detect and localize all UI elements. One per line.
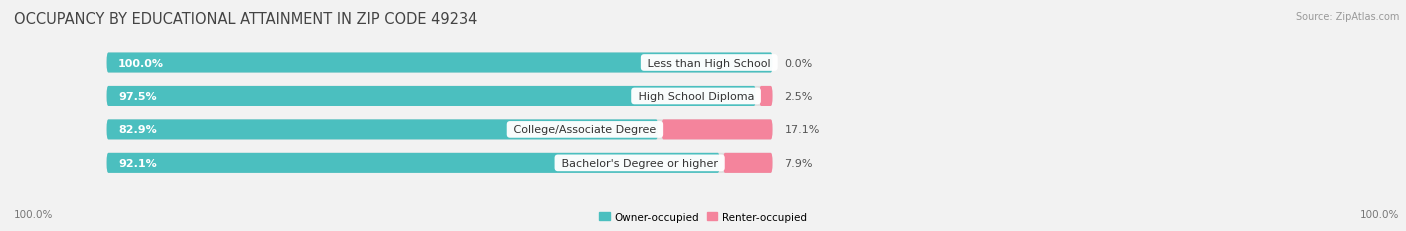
Text: 2.5%: 2.5% [785,91,813,101]
FancyBboxPatch shape [723,153,772,173]
FancyBboxPatch shape [107,53,772,73]
Text: OCCUPANCY BY EDUCATIONAL ATTAINMENT IN ZIP CODE 49234: OCCUPANCY BY EDUCATIONAL ATTAINMENT IN Z… [14,12,478,27]
Text: 100.0%: 100.0% [118,58,165,68]
Text: College/Associate Degree: College/Associate Degree [510,125,659,135]
Text: 0.0%: 0.0% [785,58,813,68]
FancyBboxPatch shape [107,87,772,106]
Text: Less than High School: Less than High School [644,58,775,68]
Text: 17.1%: 17.1% [785,125,820,135]
FancyBboxPatch shape [107,120,772,140]
FancyBboxPatch shape [107,87,756,106]
FancyBboxPatch shape [107,153,720,173]
FancyBboxPatch shape [107,53,772,73]
Text: Bachelor's Degree or higher: Bachelor's Degree or higher [558,158,721,168]
Text: 92.1%: 92.1% [118,158,157,168]
FancyBboxPatch shape [662,120,772,140]
Text: 100.0%: 100.0% [1360,210,1399,219]
FancyBboxPatch shape [107,120,658,140]
FancyBboxPatch shape [107,153,772,173]
Text: 82.9%: 82.9% [118,125,157,135]
Text: 100.0%: 100.0% [14,210,53,219]
Text: 7.9%: 7.9% [785,158,813,168]
Text: 97.5%: 97.5% [118,91,157,101]
Text: High School Diploma: High School Diploma [634,91,758,101]
FancyBboxPatch shape [759,87,772,106]
Text: Source: ZipAtlas.com: Source: ZipAtlas.com [1295,12,1399,21]
Legend: Owner-occupied, Renter-occupied: Owner-occupied, Renter-occupied [595,208,811,226]
